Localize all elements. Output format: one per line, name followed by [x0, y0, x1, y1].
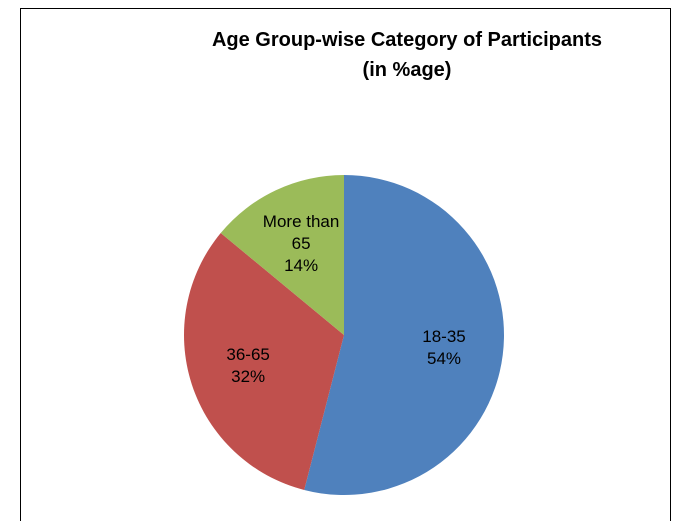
chart-frame [20, 8, 671, 521]
chart-subtitle: (in %age) [363, 59, 452, 81]
slice-label-box: 36-65 32% [193, 326, 303, 406]
category-label: 18-35 [422, 326, 466, 346]
pie-slice [220, 175, 344, 335]
slice-label-box: More than 65 14% [246, 204, 356, 284]
category-label: More than 65 [262, 211, 340, 253]
category-label: 36-65 [226, 345, 270, 365]
value-label: 32% [231, 367, 266, 387]
slice-label-box: 18-35 54% [389, 308, 499, 388]
pie-slice [304, 175, 505, 495]
value-label: 54% [426, 348, 462, 368]
chart-title: Age Group-wise Category of Participants [212, 29, 602, 51]
pie-slice [184, 233, 344, 490]
value-label: 14% [284, 255, 319, 275]
